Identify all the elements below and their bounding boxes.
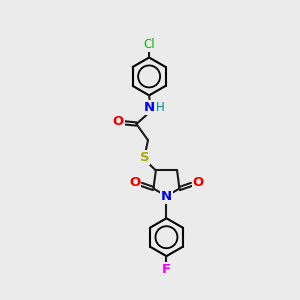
Text: O: O bbox=[112, 115, 124, 128]
Text: N: N bbox=[144, 101, 155, 114]
Text: O: O bbox=[193, 176, 204, 189]
Text: S: S bbox=[140, 151, 149, 164]
Text: Cl: Cl bbox=[143, 38, 155, 51]
Text: N: N bbox=[161, 190, 172, 202]
Text: H: H bbox=[156, 101, 164, 114]
Text: O: O bbox=[129, 176, 140, 189]
Text: F: F bbox=[162, 263, 171, 276]
